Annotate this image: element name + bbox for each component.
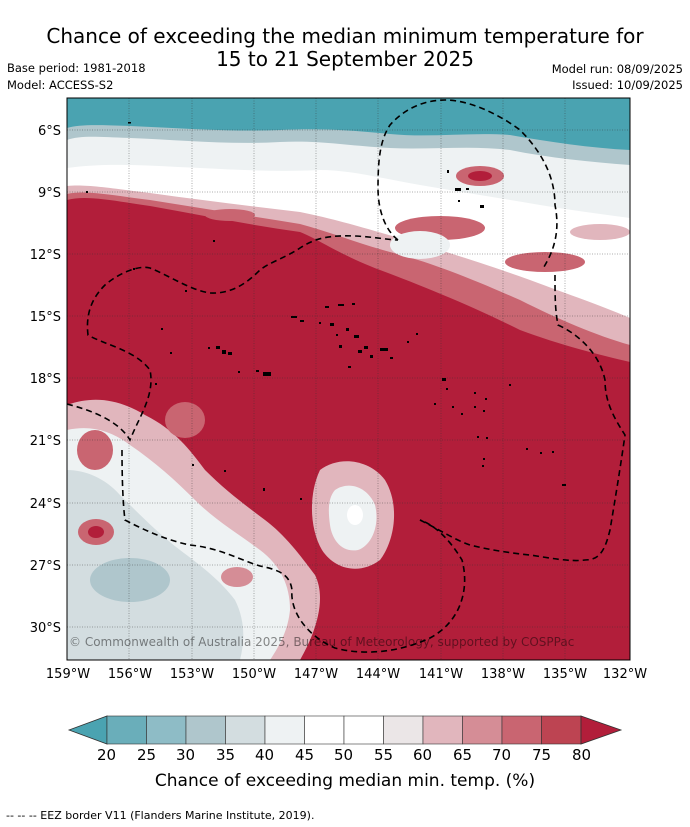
model-name: Model: ACCESS-S2 (7, 78, 114, 92)
colorbar-segment (264, 715, 305, 745)
colorbar-segment (343, 715, 384, 745)
lon-label: 150°W (232, 667, 276, 682)
colorbar-segment (501, 715, 542, 745)
lon-label: 159°W (46, 667, 90, 682)
probability-field (67, 98, 630, 660)
colorbar-tick: 25 (137, 746, 157, 764)
colorbar-tick: 20 (97, 746, 117, 764)
lat-label: 30°S (30, 621, 61, 636)
colorbar-title: Chance of exceeding median min. temp. (%… (154, 771, 536, 791)
lat-label: 9°S (38, 186, 61, 201)
eez-legend: -- -- -- EEZ border V11 (Flanders Marine… (6, 809, 315, 822)
issued-date: Issued: 10/09/2025 (572, 78, 683, 92)
colorbar-segment (462, 715, 503, 745)
lon-label: 138°W (481, 667, 525, 682)
map-frame (66, 97, 631, 661)
lon-label: 153°W (170, 667, 214, 682)
colorbar-tick: 40 (255, 746, 275, 764)
colorbar-segment (106, 715, 147, 745)
map-title-line-2: 15 to 21 September 2025 (216, 47, 474, 71)
lat-label: 21°S (30, 434, 61, 449)
colorbar-arrow-low (67, 715, 108, 745)
lat-label: 27°S (30, 559, 61, 574)
colorbar-tick: 75 (532, 746, 552, 764)
colorbar-segment (225, 715, 266, 745)
model-run-date: Model run: 08/09/2025 (551, 62, 683, 76)
colorbar-tick: 65 (453, 746, 473, 764)
colorbar-segment (541, 715, 582, 745)
lon-label: 144°W (356, 667, 400, 682)
colorbar-segment (422, 715, 463, 745)
colorbar-tick: 80 (572, 746, 592, 764)
colorbar-tick: 70 (492, 746, 512, 764)
colorbar-tick: 60 (413, 746, 433, 764)
colorbar-tick: 55 (374, 746, 394, 764)
islands (86, 122, 566, 500)
colorbar-tick: 30 (176, 746, 196, 764)
colorbar-segment (146, 715, 187, 745)
colorbar-segment (383, 715, 424, 745)
lon-label: 156°W (108, 667, 152, 682)
map-title-line-1: Chance of exceeding the median minimum t… (46, 24, 644, 48)
lon-label: 132°W (603, 667, 647, 682)
colorbar-arrow-high (580, 715, 623, 745)
colorbar-tick: 45 (295, 746, 315, 764)
colorbar-segment (185, 715, 226, 745)
colorbar-segment (304, 715, 345, 745)
lon-label: 141°W (419, 667, 463, 682)
colorbar-tick: 50 (334, 746, 354, 764)
colorbar-tick: 35 (216, 746, 236, 764)
graticule (67, 98, 630, 660)
colorbar (67, 715, 623, 745)
lon-label: 135°W (543, 667, 587, 682)
lat-label: 12°S (30, 248, 61, 263)
lon-label: 147°W (294, 667, 338, 682)
lat-label: 6°S (38, 124, 61, 139)
lat-label: 24°S (30, 497, 61, 512)
lat-label: 18°S (30, 372, 61, 387)
lat-label: 15°S (30, 310, 61, 325)
base-period: Base period: 1981-2018 (7, 61, 146, 75)
eez-border (67, 99, 626, 653)
copyright-notice: © Commonwealth of Australia 2025, Bureau… (69, 635, 574, 649)
